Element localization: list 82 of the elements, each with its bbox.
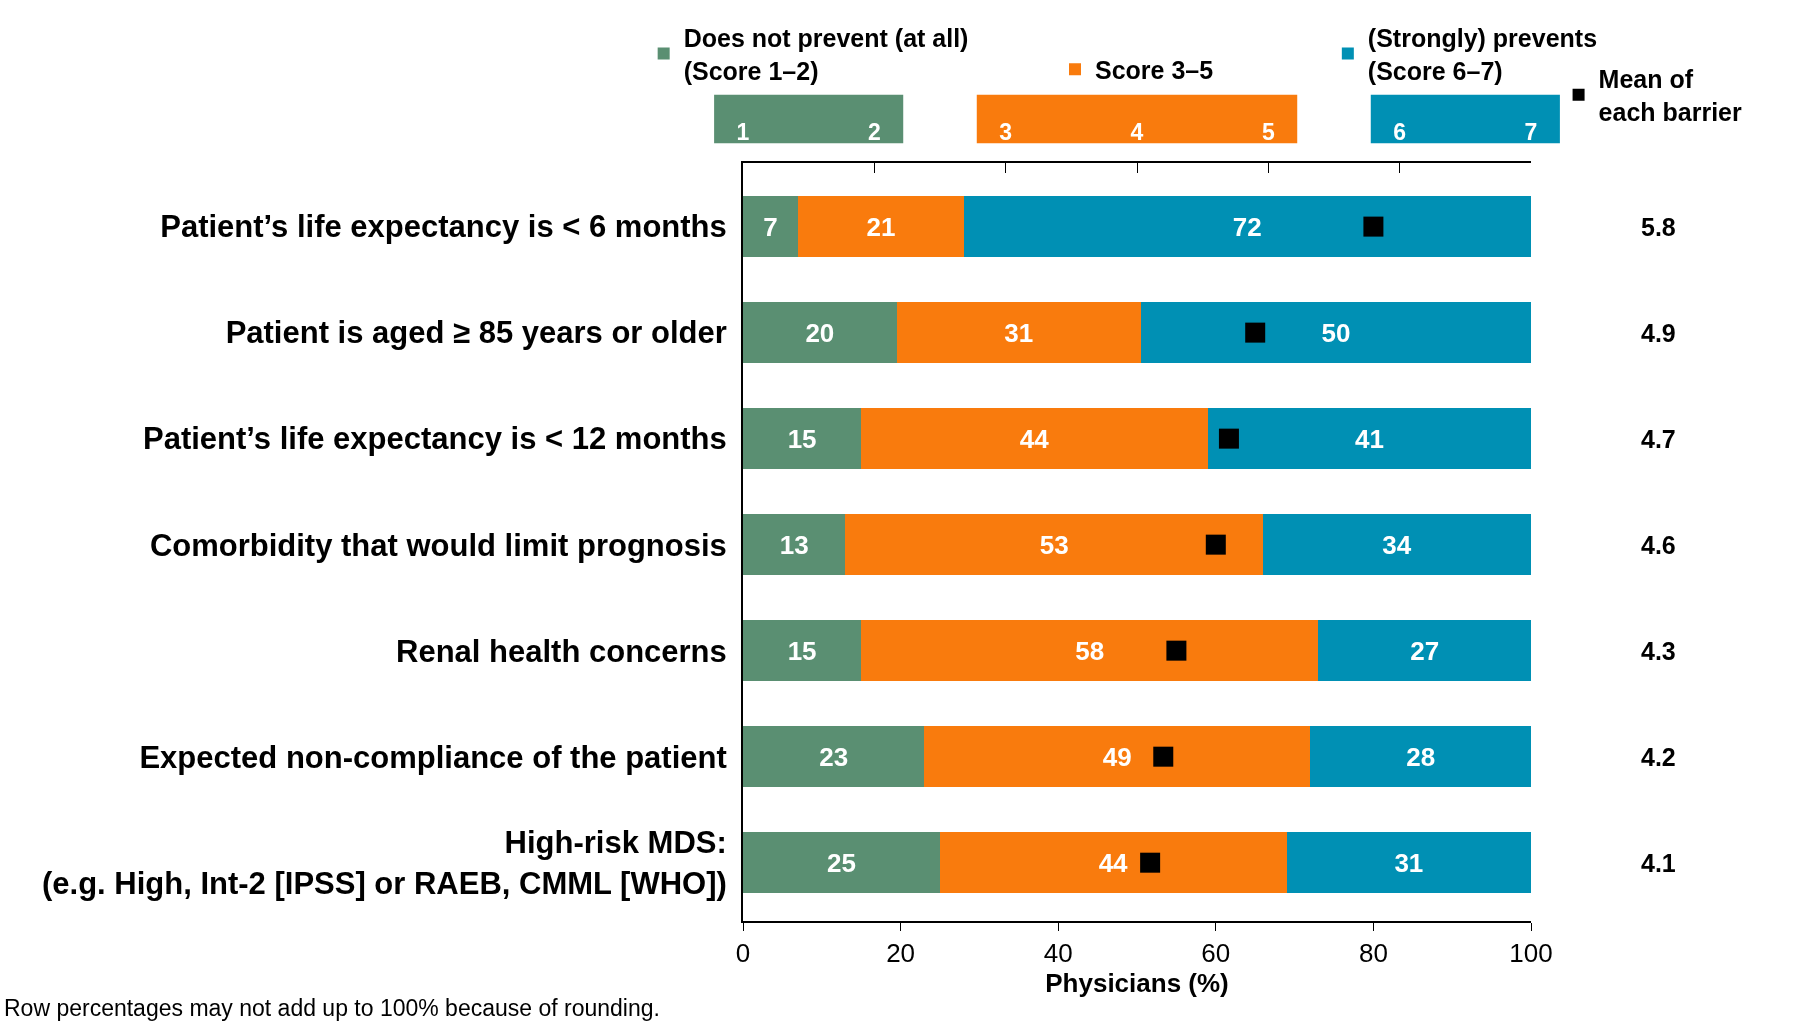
bar [743,407,862,470]
data-label: 13 [779,529,809,560]
data-label: 4.3 [1641,637,1676,665]
data-label: 34 [1382,529,1412,560]
x-tick-label: 0 [735,938,751,969]
bar [963,195,1531,258]
bar [743,513,846,576]
bar [743,195,799,258]
data-label: 31 [1004,317,1034,348]
legend-label: Score 3–5 [1095,56,1214,85]
data-label: 72 [1232,211,1262,242]
bar [743,301,897,364]
data-label: 44 [1098,847,1129,878]
bar [924,725,1311,788]
data-label: 15 [787,423,817,454]
y-tick-label: Comorbidity that would limit prognosis [149,527,727,563]
y-tick-label: Expected non-compliance of the patient [139,739,727,775]
bar [1140,301,1531,364]
text: Row percentages may not add up to 100% because of rounding. [4,995,660,1021]
x-axis-title: Physicians (%) [1045,968,1229,999]
data-label: 31 [1394,847,1424,878]
x-tick-label: 80 [1358,938,1388,969]
y-tick-label: Renal health concerns [396,633,727,669]
point [1245,322,1266,343]
point [1153,746,1174,767]
x2-tick-label: 1 [736,118,750,145]
bar [940,831,1287,894]
bar [743,831,940,894]
point [1363,216,1384,237]
data-label: 7 [763,211,778,242]
data-label: 4.7 [1641,425,1676,453]
bar [743,725,925,788]
data-label: 4.1 [1641,849,1676,877]
data-label: 20 [805,317,835,348]
point [1205,534,1226,555]
bar [1286,831,1531,894]
y-tick-label: High-risk MDS: (e.g. High, Int-2 [IPSS] or RAEB, CMML [WHO]) [41,825,727,901]
data-label: 50 [1321,317,1351,348]
y-tick-label: Patient’s life expectancy is < 12 months [143,421,727,457]
data-label: 41 [1355,423,1384,454]
x2-tick-label: 4 [1130,118,1144,145]
bar [845,513,1264,576]
data-label: 25 [827,847,856,878]
bar [743,619,862,682]
legend-label: Does not prevent (at all) (Score 1–2) [683,24,969,85]
bar [861,619,1319,682]
y-tick-label: Patient’s life expectancy is < 6 months [160,209,727,245]
point [1218,428,1239,449]
data-label: 44 [1019,423,1050,454]
legend-label: Mean of each barrier [1598,65,1742,126]
point [1140,852,1161,873]
point [1166,640,1187,661]
data-label: 28 [1406,741,1436,772]
x2-tick-label: 6 [1393,118,1407,145]
data-label: 27 [1410,635,1440,666]
data-label: 53 [1039,529,1069,560]
bar [1263,513,1531,576]
bar [1318,619,1531,682]
y-tick-label: Patient is aged ≥ 85 years or older [225,315,727,351]
data-label: 21 [866,211,896,242]
x-tick-label: 100 [1509,938,1553,969]
data-label: 58 [1075,635,1105,666]
x2-tick-label: 2 [867,118,881,145]
data-label: 5.8 [1641,213,1676,241]
bar [896,301,1141,364]
x2-tick-label: 7 [1524,118,1538,145]
x-tick-label: 40 [1043,938,1073,969]
data-label: 4.6 [1641,531,1676,559]
x-tick-label: 20 [886,938,916,969]
data-label: 15 [787,635,817,666]
legend-label: (Strongly) prevents (Score 6–7) [1367,24,1598,85]
data-label: 4.9 [1641,319,1676,347]
data-label: 23 [819,741,849,772]
bar [1310,725,1531,788]
x2-tick-label: 5 [1261,118,1275,145]
x-tick-label: 60 [1201,938,1231,969]
x2-tick-label: 3 [999,118,1013,145]
bar [861,407,1208,470]
bar [798,195,964,258]
bar [1207,407,1531,470]
data-label: 49 [1102,741,1132,772]
data-label: 4.2 [1641,743,1676,771]
